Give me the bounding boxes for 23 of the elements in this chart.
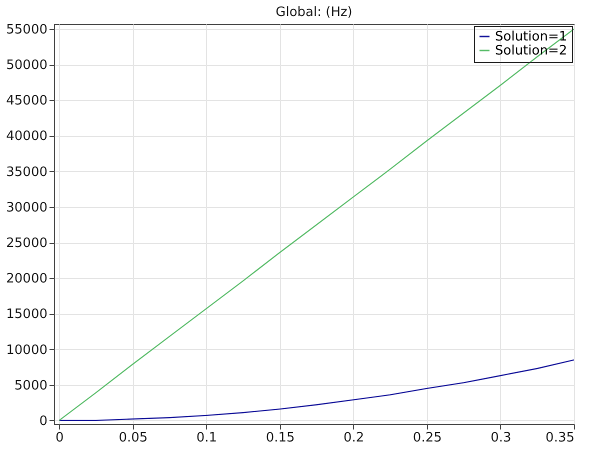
y-tick-label: 5000 <box>14 378 48 394</box>
y-tick-label: 30000 <box>6 200 48 216</box>
y-tick-label: 40000 <box>6 129 48 144</box>
y-tick-label: 0 <box>39 414 48 429</box>
x-tick-label: 0.1 <box>196 430 218 446</box>
x-tick-label: 0.2 <box>344 430 364 446</box>
line-series <box>58 359 574 422</box>
chart-title: Global: (Hz) <box>276 4 352 20</box>
y-tick-label: 10000 <box>6 342 48 358</box>
x-tick-label: 0.3 <box>490 430 512 446</box>
line-series <box>58 28 574 422</box>
y-tick-label: 15000 <box>6 307 48 322</box>
y-tick-label: 55000 <box>6 22 48 38</box>
y-tick-label: 35000 <box>6 164 48 180</box>
x-tick-label: 0.25 <box>412 430 442 446</box>
y-tick-label: 25000 <box>6 236 48 252</box>
x-tick-label: 0.35 <box>546 430 574 446</box>
x-tick-label: 0.05 <box>118 430 148 446</box>
x-tick-label: 0.15 <box>266 430 295 446</box>
x-tick-label: 0 <box>56 430 64 446</box>
y-tick-label: 20000 <box>6 272 48 287</box>
y-tick-label: 45000 <box>6 94 48 109</box>
y-tick-label: 50000 <box>6 58 48 74</box>
